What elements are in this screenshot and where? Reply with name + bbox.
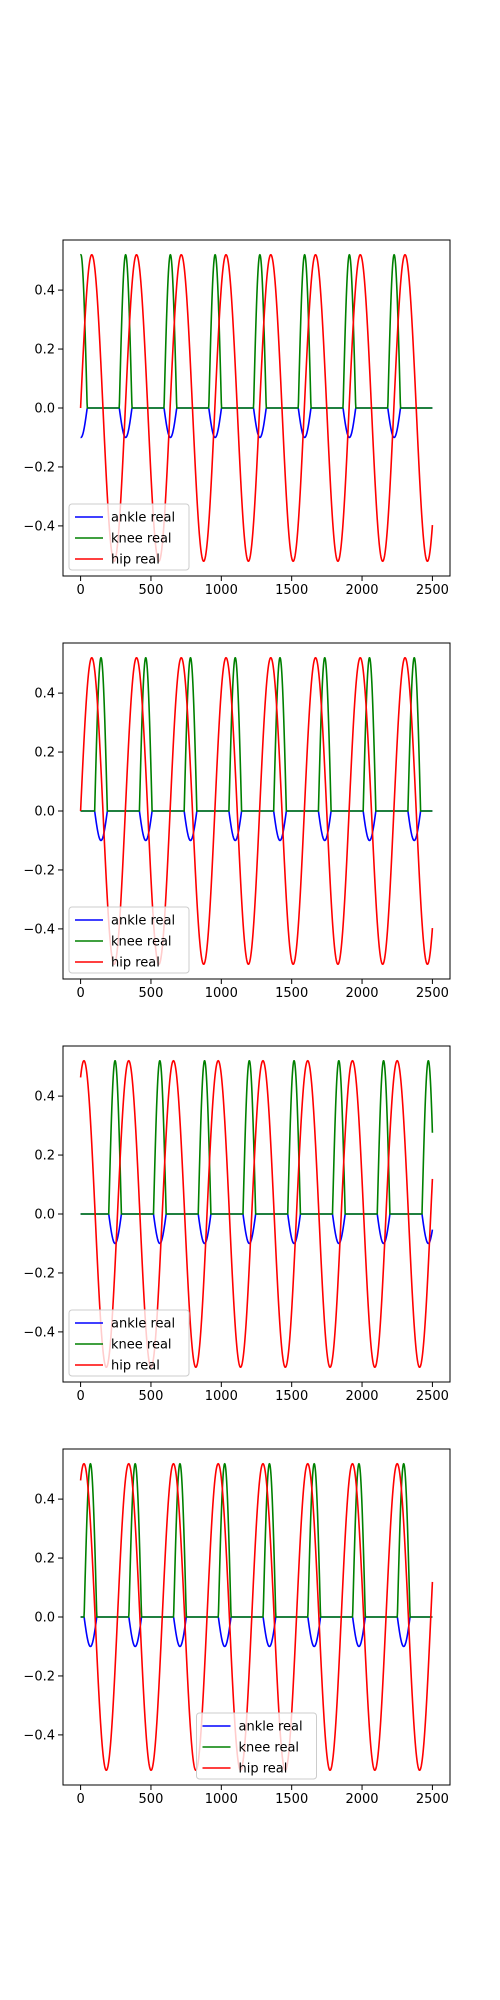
y-tick-label: −0.4 [23,519,55,534]
legend-label: knee real [239,1741,300,1756]
y-tick-label: −0.4 [23,1728,55,1743]
x-tick-label: 1000 [205,583,238,598]
series-line-0 [80,1616,433,1648]
y-tick-label: 0.2 [34,746,55,761]
series-line-2 [79,1059,434,1369]
y-tick-label: −0.4 [23,1325,55,1340]
x-tick-label: 1500 [275,1389,308,1404]
y-tick-label: 0.4 [34,687,55,702]
series-line-0 [80,407,433,439]
legend-box [68,1309,190,1377]
legend-label: hip real [111,956,160,971]
x-tick-label: 500 [139,1792,164,1807]
y-tick-label: 0.0 [34,1208,55,1223]
x-tick-label: 2500 [416,1389,449,1404]
x-tick-label: 2000 [345,1792,378,1807]
series-line-2 [79,656,434,966]
x-tick-label: 0 [76,1389,84,1404]
legend-label: knee real [111,935,172,950]
x-tick-label: 0 [76,986,84,1001]
y-tick-label: 0.2 [34,1149,55,1164]
x-tick-label: 500 [139,986,164,1001]
y-tick-label: 0.2 [34,1552,55,1567]
x-tick-label: 1500 [275,583,308,598]
x-tick-label: 2500 [416,986,449,1001]
y-tick-label: 0.4 [34,284,55,299]
series-line-1 [80,657,433,812]
x-tick-label: 1500 [275,1792,308,1807]
legend-label: hip real [111,1359,160,1374]
series-line-2 [79,1462,434,1772]
x-tick-label: 1000 [205,1389,238,1404]
legend-box [68,906,190,974]
y-tick-label: −0.2 [23,1266,55,1281]
y-tick-label: 0.4 [34,1090,55,1105]
x-tick-label: 1000 [205,1792,238,1807]
x-tick-label: 2000 [345,986,378,1001]
x-tick-label: 500 [139,1389,164,1404]
legend-label: ankle real [239,1720,303,1735]
legend-label: ankle real [111,1317,175,1332]
x-tick-label: 0 [76,583,84,598]
legend-label: ankle real [111,511,175,526]
subplot-4: 0 500 1000 1500 2000 2500 0.4 0.2 0.0 −0.2 −0.4 ank… [23,1448,451,1807]
series-line-1 [79,253,433,409]
y-tick-label: −0.2 [23,863,55,878]
subplot-1: 0 500 1000 1500 2000 2500 0.4 0.2 0.0 −0.2 −0.4 ank… [23,239,451,598]
x-tick-label: 2500 [416,583,449,598]
legend: ankle real knee real hip real [68,906,190,974]
legend-label: hip real [239,1762,288,1777]
subplot-2: 0 500 1000 1500 2000 2500 0.4 0.2 0.0 −0.2 −0.4 ank… [23,642,451,1001]
x-tick-label: 0 [76,1792,84,1807]
series-line-0 [80,810,433,842]
x-tick-label: 2000 [345,583,378,598]
legend-label: knee real [111,532,172,547]
x-tick-label: 1500 [275,986,308,1001]
y-tick-label: 0.4 [34,1493,55,1508]
legend-label: hip real [111,553,160,568]
y-tick-label: 0.0 [34,805,55,820]
legend-label: knee real [111,1338,172,1353]
y-tick-label: 0.0 [34,1611,55,1626]
y-tick-label: −0.4 [23,922,55,937]
series-line-2 [79,253,434,563]
legend-label: ankle real [111,914,175,929]
legend: ankle real knee real hip real [68,1309,190,1377]
series-line-0 [80,1213,434,1245]
y-tick-label: 0.0 [34,402,55,417]
x-tick-label: 1000 [205,986,238,1001]
series-line-1 [80,1462,433,1618]
x-tick-label: 500 [139,583,164,598]
legend-box [68,503,190,571]
subplot-3: 0 500 1000 1500 2000 2500 0.4 0.2 0.0 −0.2 −0.4 ank… [23,1045,451,1404]
x-tick-label: 2000 [345,1389,378,1404]
y-tick-label: 0.2 [34,343,55,358]
legend-box [196,1712,317,1780]
legend: ankle real knee real hip real [196,1712,317,1780]
y-tick-label: −0.2 [23,1669,55,1684]
x-tick-label: 2500 [416,1792,449,1807]
legend: ankle real knee real hip real [68,503,190,571]
y-tick-label: −0.2 [23,460,55,475]
